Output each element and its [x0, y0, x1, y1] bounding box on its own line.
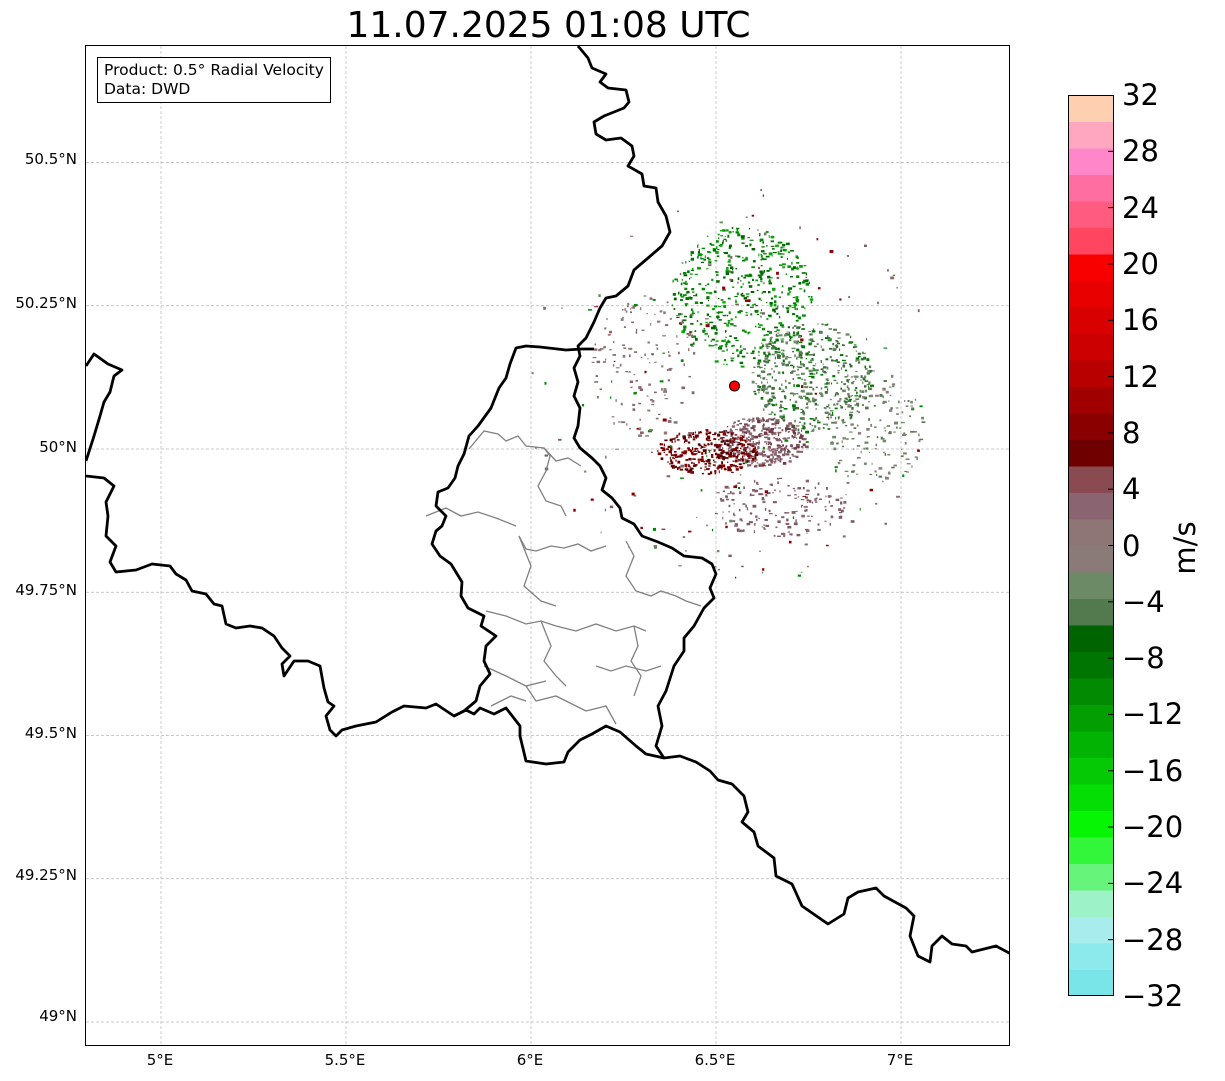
colorbar-tick-label: 20 — [1122, 246, 1159, 281]
colorbar-tick-label: 16 — [1122, 303, 1159, 338]
colorbar-segment — [1068, 95, 1114, 122]
map-title: 11.07.2025 01:08 UTC — [346, 5, 751, 46]
national-borders — [86, 46, 1009, 964]
colorbar-tick-label: −12 — [1122, 697, 1184, 732]
colorbar-segment — [1068, 916, 1114, 944]
lat-tick-49: 49°N — [39, 1007, 77, 1025]
colorbar-segment — [1068, 360, 1114, 387]
colorbar-segment — [1068, 519, 1114, 546]
lon-tick-6.5: 6.5°E — [694, 1051, 736, 1069]
lat-tick-49.5: 49.5°N — [24, 724, 77, 742]
colorbar-segment — [1068, 439, 1114, 467]
colorbar-segment — [1068, 148, 1114, 175]
gridlines — [86, 46, 1009, 1045]
colorbar-segment — [1068, 757, 1114, 785]
colorbar-tick-label: 4 — [1122, 472, 1141, 507]
radar-echoes — [531, 189, 926, 579]
info-box: Product: 0.5° Radial Velocity Data: DWD — [97, 57, 331, 103]
product-label: Product: 0.5° Radial Velocity — [104, 61, 324, 79]
colorbar-segment — [1068, 625, 1114, 652]
colorbar-tick-label: −32 — [1122, 979, 1184, 1013]
colorbar-tick-label: −8 — [1122, 641, 1165, 676]
colorbar-segment — [1068, 572, 1114, 599]
colorbar-segment — [1068, 598, 1114, 626]
data-source-label: Data: DWD — [104, 80, 191, 98]
colorbar-segment — [1068, 254, 1114, 281]
colorbar-segment — [1068, 227, 1114, 255]
colorbar-tick-label: −4 — [1122, 584, 1165, 619]
colorbar-segment — [1068, 704, 1114, 732]
colorbar-segment — [1068, 678, 1114, 705]
colorbar-segment — [1068, 651, 1114, 679]
lon-tick-6: 6°E — [516, 1051, 544, 1069]
colorbar-segment — [1068, 492, 1114, 520]
map-panel[interactable] — [85, 45, 1010, 1046]
colorbar-segment — [1068, 201, 1114, 228]
colorbar-segment — [1068, 731, 1114, 758]
colorbar-tick-label: 12 — [1122, 359, 1159, 394]
radar-site-marker — [729, 380, 740, 392]
colorbar-tick-label: −28 — [1122, 922, 1184, 957]
colorbar-tick-label: 0 — [1122, 528, 1141, 563]
colorbar-segment — [1068, 969, 1114, 996]
lat-tick-49.75: 49.75°N — [15, 581, 77, 599]
colorbar-segment — [1068, 466, 1114, 493]
lat-tick-50: 50°N — [39, 438, 77, 456]
lon-tick-5.5: 5.5°E — [324, 1051, 366, 1069]
colorbar-segment — [1068, 121, 1114, 149]
colorbar-segment — [1068, 837, 1114, 864]
colorbar-segment — [1068, 280, 1114, 308]
lat-tick-50.5: 50.5°N — [24, 150, 77, 168]
colorbar-tick-label: −20 — [1122, 810, 1184, 845]
colorbar-tick-label: 24 — [1122, 190, 1159, 225]
colorbar — [1068, 95, 1114, 996]
lat-tick-49.25: 49.25°N — [15, 866, 77, 884]
colorbar-segment — [1068, 386, 1114, 414]
colorbar-tick-label: 8 — [1122, 415, 1141, 450]
lat-tick-50.25: 50.25°N — [15, 294, 77, 312]
lon-tick-5: 5°E — [146, 1051, 174, 1069]
colorbar-segment — [1068, 307, 1114, 334]
colorbar-segment — [1068, 174, 1114, 202]
colorbar-tick-label: −16 — [1122, 753, 1184, 788]
colorbar-tick-label: −24 — [1122, 866, 1184, 901]
radar-site-dot — [729, 380, 740, 392]
colorbar-segment — [1068, 810, 1114, 838]
colorbar-label: m/s — [1168, 521, 1202, 575]
colorbar-tick-label: 28 — [1122, 134, 1159, 169]
colorbar-segment — [1068, 890, 1114, 917]
colorbar-segment — [1068, 545, 1114, 573]
map-canvas — [86, 46, 1009, 1045]
colorbar-tick-label: 32 — [1122, 78, 1159, 112]
colorbar-segment — [1068, 784, 1114, 811]
colorbar-segment — [1068, 413, 1114, 440]
colorbar-segment — [1068, 333, 1114, 361]
colorbar-segment — [1068, 863, 1114, 891]
district-borders — [425, 430, 702, 725]
colorbar-segment — [1068, 943, 1114, 970]
lon-tick-7: 7°E — [886, 1051, 914, 1069]
